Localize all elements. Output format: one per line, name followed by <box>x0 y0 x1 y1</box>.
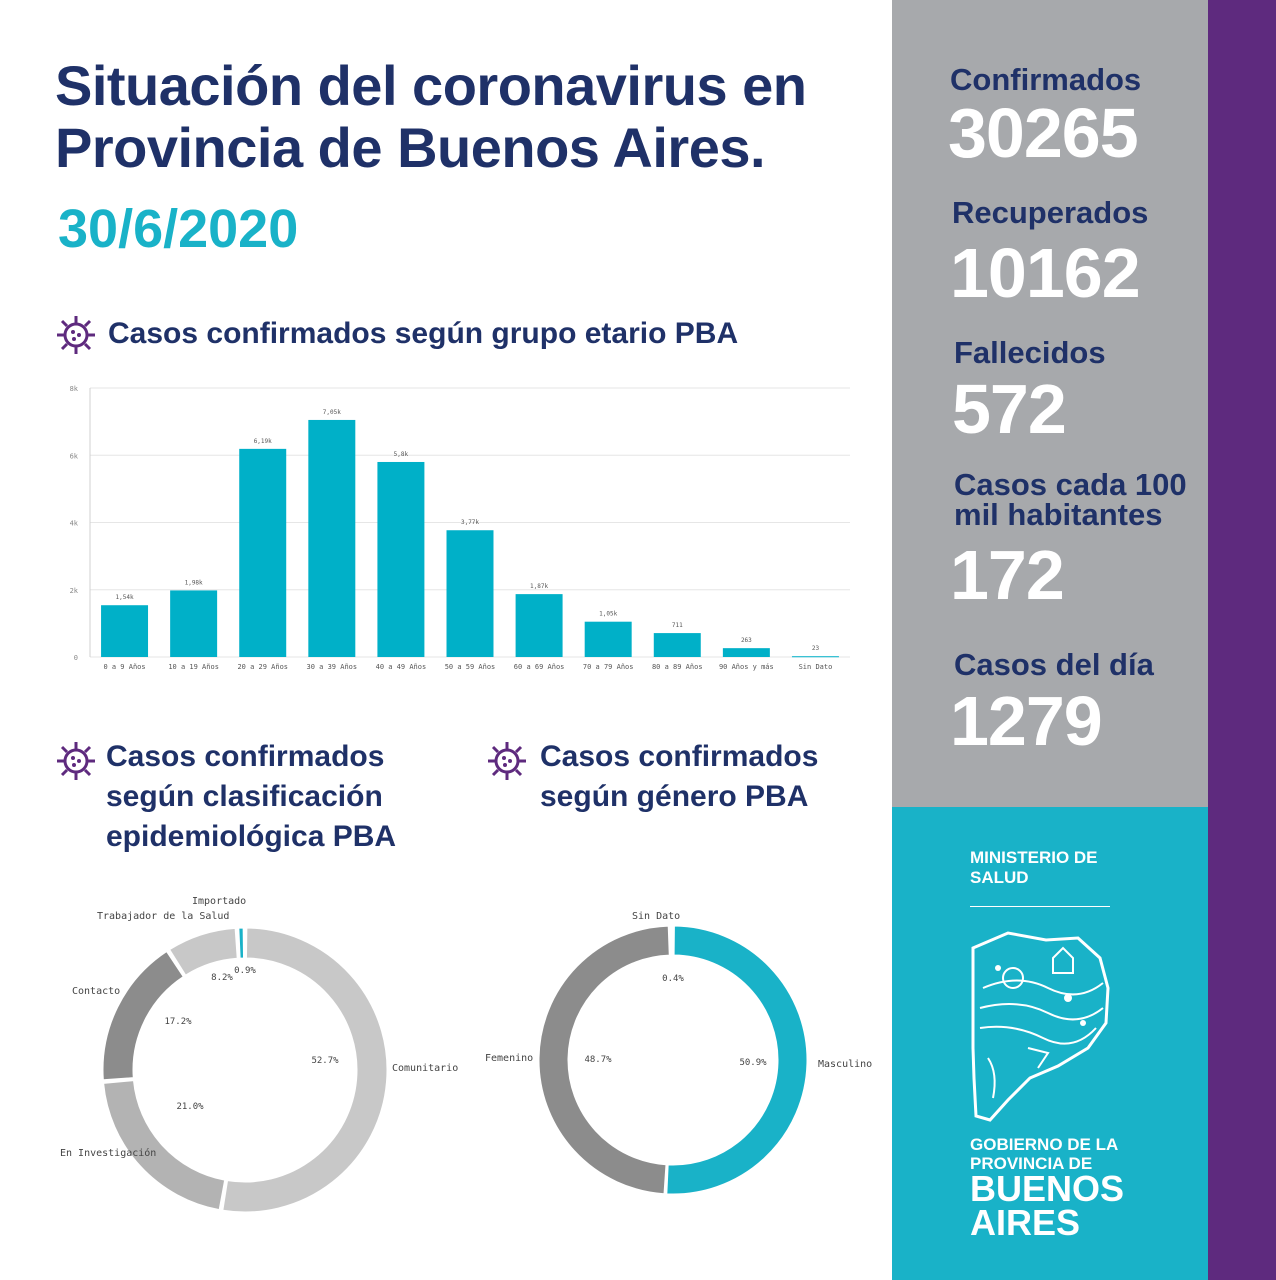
stat-value-confirmados: 30265 <box>948 94 1139 172</box>
slice-percent: 8.2% <box>211 973 233 983</box>
bar-value-label: 6,19k <box>254 438 272 445</box>
bar-value-label: 7,05k <box>323 409 341 416</box>
branding-divider <box>970 906 1110 907</box>
bar-value-label: 1,54k <box>116 594 134 601</box>
bar-value-label: 1,87k <box>530 583 548 590</box>
slice-percent: 48.7% <box>584 1055 612 1065</box>
donut-slice-3 <box>169 927 238 976</box>
stat-value-fallecidos: 572 <box>952 370 1067 448</box>
stats-panel <box>892 0 1208 807</box>
stat-label-casos-dia: Casos del día <box>954 647 1154 682</box>
slice-percent: 52.7% <box>311 1056 339 1066</box>
x-tick-label: 40 a 49 Años <box>376 663 427 671</box>
bar-10 <box>791 656 839 658</box>
bar-value-label: 711 <box>672 622 683 629</box>
stat-value-recuperados: 10162 <box>950 234 1141 312</box>
branding-panel <box>892 807 1208 1280</box>
bar-7 <box>584 621 632 657</box>
stat-label-recuperados: Recuperados <box>952 195 1149 230</box>
bar-8 <box>653 633 701 657</box>
bar-value-label: 23 <box>812 645 820 652</box>
x-tick-label: 0 a 9 Años <box>103 663 145 671</box>
slice-label: Contacto <box>72 986 120 997</box>
virus-icon <box>488 742 526 780</box>
section-title-age: Casos confirmados según grupo etario PBA <box>108 317 739 350</box>
section-title-classification: Casos confirmados según clasificación ep… <box>106 740 397 853</box>
stat-label-confirmados: Confirmados <box>950 62 1142 97</box>
slice-label: En Investigación <box>60 1147 156 1159</box>
donut-slice-2 <box>670 925 673 956</box>
government-label: GOBIERNO DE LA PROVINCIA DE <box>970 1135 1119 1173</box>
stat-value-casos-100mil: 172 <box>950 536 1065 614</box>
section-title-gender: Casos confirmados según género PBA <box>540 740 819 813</box>
slice-label: Masculino <box>818 1059 872 1070</box>
donut-slice-0 <box>666 925 808 1195</box>
x-tick-label: 30 a 39 Años <box>307 663 358 671</box>
slice-label: Femenino <box>485 1053 533 1064</box>
y-tick-label: 8k <box>70 385 79 393</box>
virus-icon <box>57 316 95 354</box>
bar-3 <box>308 419 356 657</box>
x-tick-label: 60 a 69 Años <box>514 663 565 671</box>
stat-value-casos-dia: 1279 <box>950 682 1103 760</box>
x-tick-label: 50 a 59 Años <box>445 663 496 671</box>
slice-label: Trabajador de la Salud <box>97 911 229 922</box>
bar-0 <box>101 605 149 657</box>
purple-side-strip <box>1208 0 1276 1280</box>
bar-2 <box>239 448 287 657</box>
bar-value-label: 3,77k <box>461 519 479 526</box>
slice-percent: 0.4% <box>662 974 684 984</box>
virus-icon <box>57 742 95 780</box>
x-tick-label: 90 Años y más <box>719 663 774 671</box>
page-title: Situación del coronavirus en Provincia d… <box>55 54 807 179</box>
slice-percent: 0.9% <box>234 966 256 976</box>
bar-6 <box>515 594 563 657</box>
age-bar-chart: 0 2k 4k 6k 8k 1,54k 0 a 9 Años 1,98k 10 a 19 Año… <box>70 385 850 671</box>
y-tick-label: 0 <box>74 654 78 662</box>
classification-donut-chart: Comunitario 52.7% En Investigación 21.0% Con… <box>60 896 458 1213</box>
bar-value-label: 263 <box>741 637 752 644</box>
stat-label-casos-100mil: Casos cada 100 mil habitantes <box>954 467 1187 532</box>
slice-label: Comunitario <box>392 1063 458 1074</box>
x-tick-label: 70 a 79 Años <box>583 663 634 671</box>
donut-slice-1 <box>538 925 670 1195</box>
donut-slice-4 <box>238 927 245 959</box>
bar-5 <box>446 530 494 657</box>
report-date: 30/6/2020 <box>58 199 299 259</box>
slice-percent: 50.9% <box>739 1058 767 1068</box>
donut-slice-1 <box>103 1080 226 1211</box>
bar-value-label: 1,05k <box>599 611 617 618</box>
y-tick-label: 4k <box>70 520 79 528</box>
bar-9 <box>722 648 770 657</box>
ministry-label: MINISTERIO DE SALUD <box>970 848 1098 887</box>
bar-4 <box>377 461 425 657</box>
x-tick-label: 10 a 19 Años <box>168 663 219 671</box>
gender-donut-chart: Masculino 50.9% Femenino 48.7% Sin Dato 0.4% <box>485 911 872 1195</box>
x-tick-label: Sin Dato <box>799 663 833 671</box>
bar-value-label: 1,98k <box>185 579 203 586</box>
slice-percent: 21.0% <box>176 1102 204 1112</box>
buenos-aires-map-logo <box>971 931 1110 1122</box>
slice-label: Sin Dato <box>632 911 680 922</box>
y-tick-label: 2k <box>70 587 79 595</box>
slice-label: Importado <box>192 896 246 907</box>
y-tick-label: 6k <box>70 452 79 460</box>
x-tick-label: 20 a 29 Años <box>237 663 288 671</box>
buenos-aires-label: BUENOS AIRES <box>970 1168 1125 1243</box>
slice-percent: 17.2% <box>164 1017 192 1027</box>
donut-slice-2 <box>102 951 184 1081</box>
bar-value-label: 5,8k <box>394 451 409 458</box>
stat-label-fallecidos: Fallecidos <box>954 335 1106 370</box>
donut-slice-0 <box>222 927 388 1213</box>
x-tick-label: 80 a 89 Años <box>652 663 703 671</box>
bar-1 <box>170 590 218 657</box>
